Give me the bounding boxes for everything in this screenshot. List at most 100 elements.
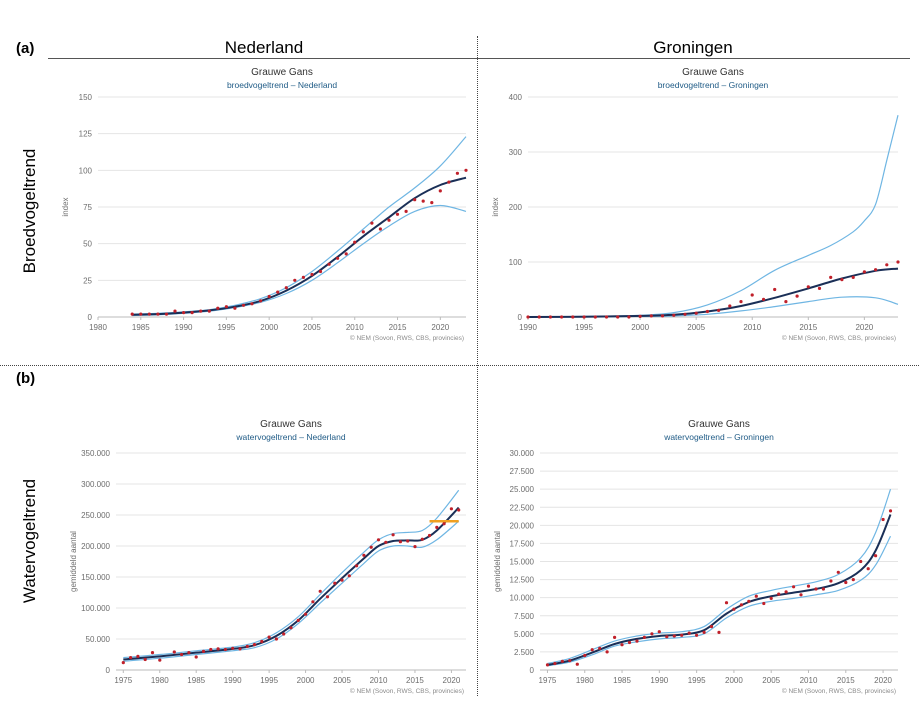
observed-point — [187, 651, 191, 655]
observed-point — [881, 517, 885, 522]
copyright-note: © NEM (Sovon, RWS, CBS, provincies) — [350, 687, 464, 695]
observed-point — [821, 587, 825, 591]
observed-point — [695, 633, 699, 637]
observed-point — [333, 581, 337, 585]
x-tick-label: 2015 — [406, 676, 424, 685]
observed-point — [537, 315, 541, 319]
observed-point — [560, 659, 564, 663]
observed-point — [862, 270, 866, 274]
observed-point — [395, 212, 400, 216]
x-tick-label: 2020 — [855, 323, 873, 332]
observed-point — [238, 647, 242, 651]
y-tick-label: 20.000 — [510, 521, 535, 530]
y-tick-label: 150 — [79, 93, 93, 102]
observed-point — [859, 559, 863, 564]
observed-point — [613, 635, 617, 639]
observed-point — [260, 639, 264, 644]
observed-point — [548, 315, 552, 319]
y-tick-label: 100 — [79, 166, 93, 175]
observed-point — [267, 635, 271, 639]
x-tick-label: 2015 — [799, 323, 817, 332]
observed-point — [604, 315, 609, 319]
observed-point — [829, 579, 833, 583]
y-tick-label: 50 — [83, 240, 92, 249]
observed-point — [583, 653, 587, 658]
observed-point — [216, 306, 220, 310]
series-trend-line — [527, 267, 899, 318]
observed-point — [888, 509, 893, 513]
y-axis-label: gemiddeld aantal — [69, 531, 78, 592]
x-tick-label: 2020 — [874, 676, 892, 685]
observed-point — [747, 599, 751, 603]
observed-point — [795, 294, 799, 298]
observed-point — [378, 227, 382, 231]
observed-point — [289, 626, 293, 630]
observed-point — [311, 600, 315, 604]
y-tick-label: 0 — [530, 666, 535, 675]
y-tick-label: 15.000 — [510, 558, 535, 567]
observed-point — [709, 625, 714, 629]
column-header-nederland: Nederland — [224, 38, 304, 57]
x-tick-label: 2020 — [431, 323, 449, 332]
observed-point — [874, 268, 878, 272]
copyright-note: © NEM (Sovon, RWS, CBS, provincies) — [782, 334, 896, 342]
x-tick-label: 1975 — [114, 676, 132, 685]
series-upper-line — [527, 115, 899, 318]
observed-point — [761, 297, 766, 301]
observed-point — [650, 632, 654, 636]
x-tick-label: 1995 — [575, 323, 593, 332]
observed-point — [582, 315, 586, 319]
observed-point — [593, 315, 597, 319]
series-trend-line — [123, 506, 460, 661]
observed-point — [649, 314, 653, 318]
chart-title: Grauwe Gans — [251, 67, 313, 78]
x-tick-label: 1995 — [260, 676, 278, 685]
observed-point — [347, 574, 351, 578]
observed-point — [777, 592, 781, 596]
observed-point — [276, 290, 280, 294]
observed-point — [336, 256, 340, 260]
observed-point — [560, 315, 564, 319]
observed-point — [717, 630, 721, 634]
chart-title: Grauwe Gans — [682, 67, 744, 78]
observed-point — [224, 305, 228, 309]
observed-point — [233, 306, 237, 310]
observed-point — [325, 595, 330, 599]
observed-point — [728, 304, 732, 308]
x-tick-label: 1980 — [576, 676, 594, 685]
observed-point — [387, 218, 391, 222]
observed-point — [896, 260, 900, 264]
chart-broedvogel-nederland: Grauwe Gans broedvogeltrend – Nederland 0 2… — [48, 60, 472, 345]
chart-watervogel-groningen-svg: Grauwe Gans watervogeltrend – Groningen 0 2… — [493, 419, 898, 695]
chart-broedvogel-groningen: Grauwe Gans broedvogeltrend – Groningen 0 1… — [480, 60, 904, 345]
y-tick-label: 25 — [83, 276, 92, 285]
observed-point — [447, 180, 451, 184]
observed-point — [376, 538, 381, 542]
observed-point — [739, 300, 743, 304]
y-tick-label: 12.500 — [510, 576, 535, 585]
observed-point — [642, 635, 646, 639]
observed-point — [449, 507, 453, 511]
y-tick-label: 150.000 — [81, 573, 110, 582]
x-tick-label: 2000 — [725, 676, 743, 685]
observed-point — [627, 640, 632, 645]
column-divider — [477, 36, 478, 696]
observed-point — [739, 603, 743, 607]
series-trend-line — [547, 514, 892, 666]
observed-point — [638, 314, 642, 318]
row-divider — [0, 365, 919, 366]
observed-point — [172, 650, 176, 654]
observed-point — [231, 646, 235, 650]
observed-point — [829, 275, 833, 279]
observed-point — [143, 657, 147, 662]
observed-point — [754, 594, 758, 598]
chart-subtitle: watervogeltrend – Nederland — [235, 432, 345, 442]
observed-point — [301, 275, 305, 279]
x-tick-label: 2000 — [631, 323, 649, 332]
column-header-groningen: Groningen — [653, 38, 733, 57]
observed-point — [762, 601, 766, 606]
observed-point — [792, 585, 796, 589]
series-upper-line — [547, 489, 892, 665]
observed-point — [806, 285, 810, 289]
chart-subtitle: broedvogeltrend – Groningen — [658, 80, 769, 90]
